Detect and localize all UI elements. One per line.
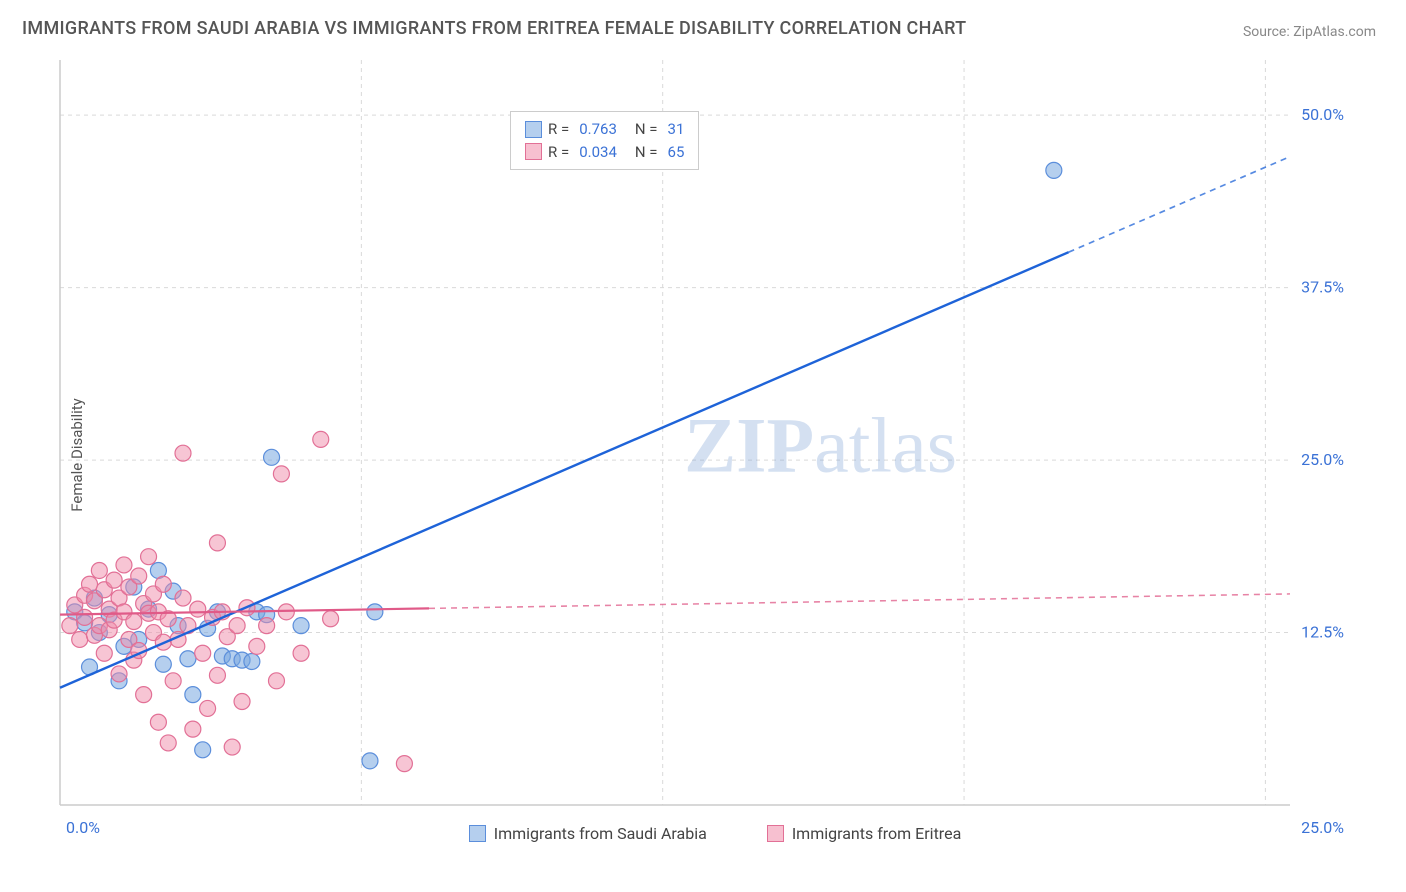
- svg-text:50.0%: 50.0%: [1301, 105, 1344, 124]
- legend-item-pink: Immigrants from Eritrea: [767, 824, 961, 843]
- stat-label-r: R =: [548, 141, 569, 164]
- svg-text:25.0%: 25.0%: [1301, 450, 1344, 469]
- bottom-legend: Immigrants from Saudi Arabia Immigrants …: [55, 824, 1375, 843]
- stat-value-blue-n: 31: [668, 118, 685, 141]
- stat-label-n: N =: [635, 141, 658, 164]
- legend-swatch-blue: [469, 825, 486, 842]
- svg-text:37.5%: 37.5%: [1301, 278, 1344, 297]
- stats-row-blue: R = 0.763 N = 31: [525, 118, 684, 141]
- legend-swatch-blue: [525, 121, 542, 138]
- stats-legend: R = 0.763 N = 31 R = 0.034 N = 65: [510, 111, 699, 170]
- plot-area: 12.5%25.0%37.5%50.0%0.0%25.0% ZIPatlas F…: [55, 55, 1375, 845]
- stat-value-pink-n: 65: [668, 141, 685, 164]
- stats-row-pink: R = 0.034 N = 65: [525, 141, 684, 164]
- legend-item-blue: Immigrants from Saudi Arabia: [469, 824, 707, 843]
- stat-value-pink-r: 0.034: [579, 141, 617, 164]
- chart-title: IMMIGRANTS FROM SAUDI ARABIA VS IMMIGRAN…: [22, 18, 966, 39]
- stat-label-r: R =: [548, 118, 569, 141]
- legend-label-pink: Immigrants from Eritrea: [792, 824, 961, 843]
- svg-text:12.5%: 12.5%: [1301, 623, 1344, 642]
- stat-label-n: N =: [635, 118, 658, 141]
- y-axis-label: Female Disability: [68, 398, 86, 512]
- legend-label-blue: Immigrants from Saudi Arabia: [494, 824, 707, 843]
- source-label: Source: ZipAtlas.com: [1243, 24, 1376, 40]
- chart-svg: 12.5%25.0%37.5%50.0%0.0%25.0%: [55, 55, 1375, 845]
- legend-swatch-pink: [525, 143, 542, 160]
- stat-value-blue-r: 0.763: [579, 118, 617, 141]
- legend-swatch-pink: [767, 825, 784, 842]
